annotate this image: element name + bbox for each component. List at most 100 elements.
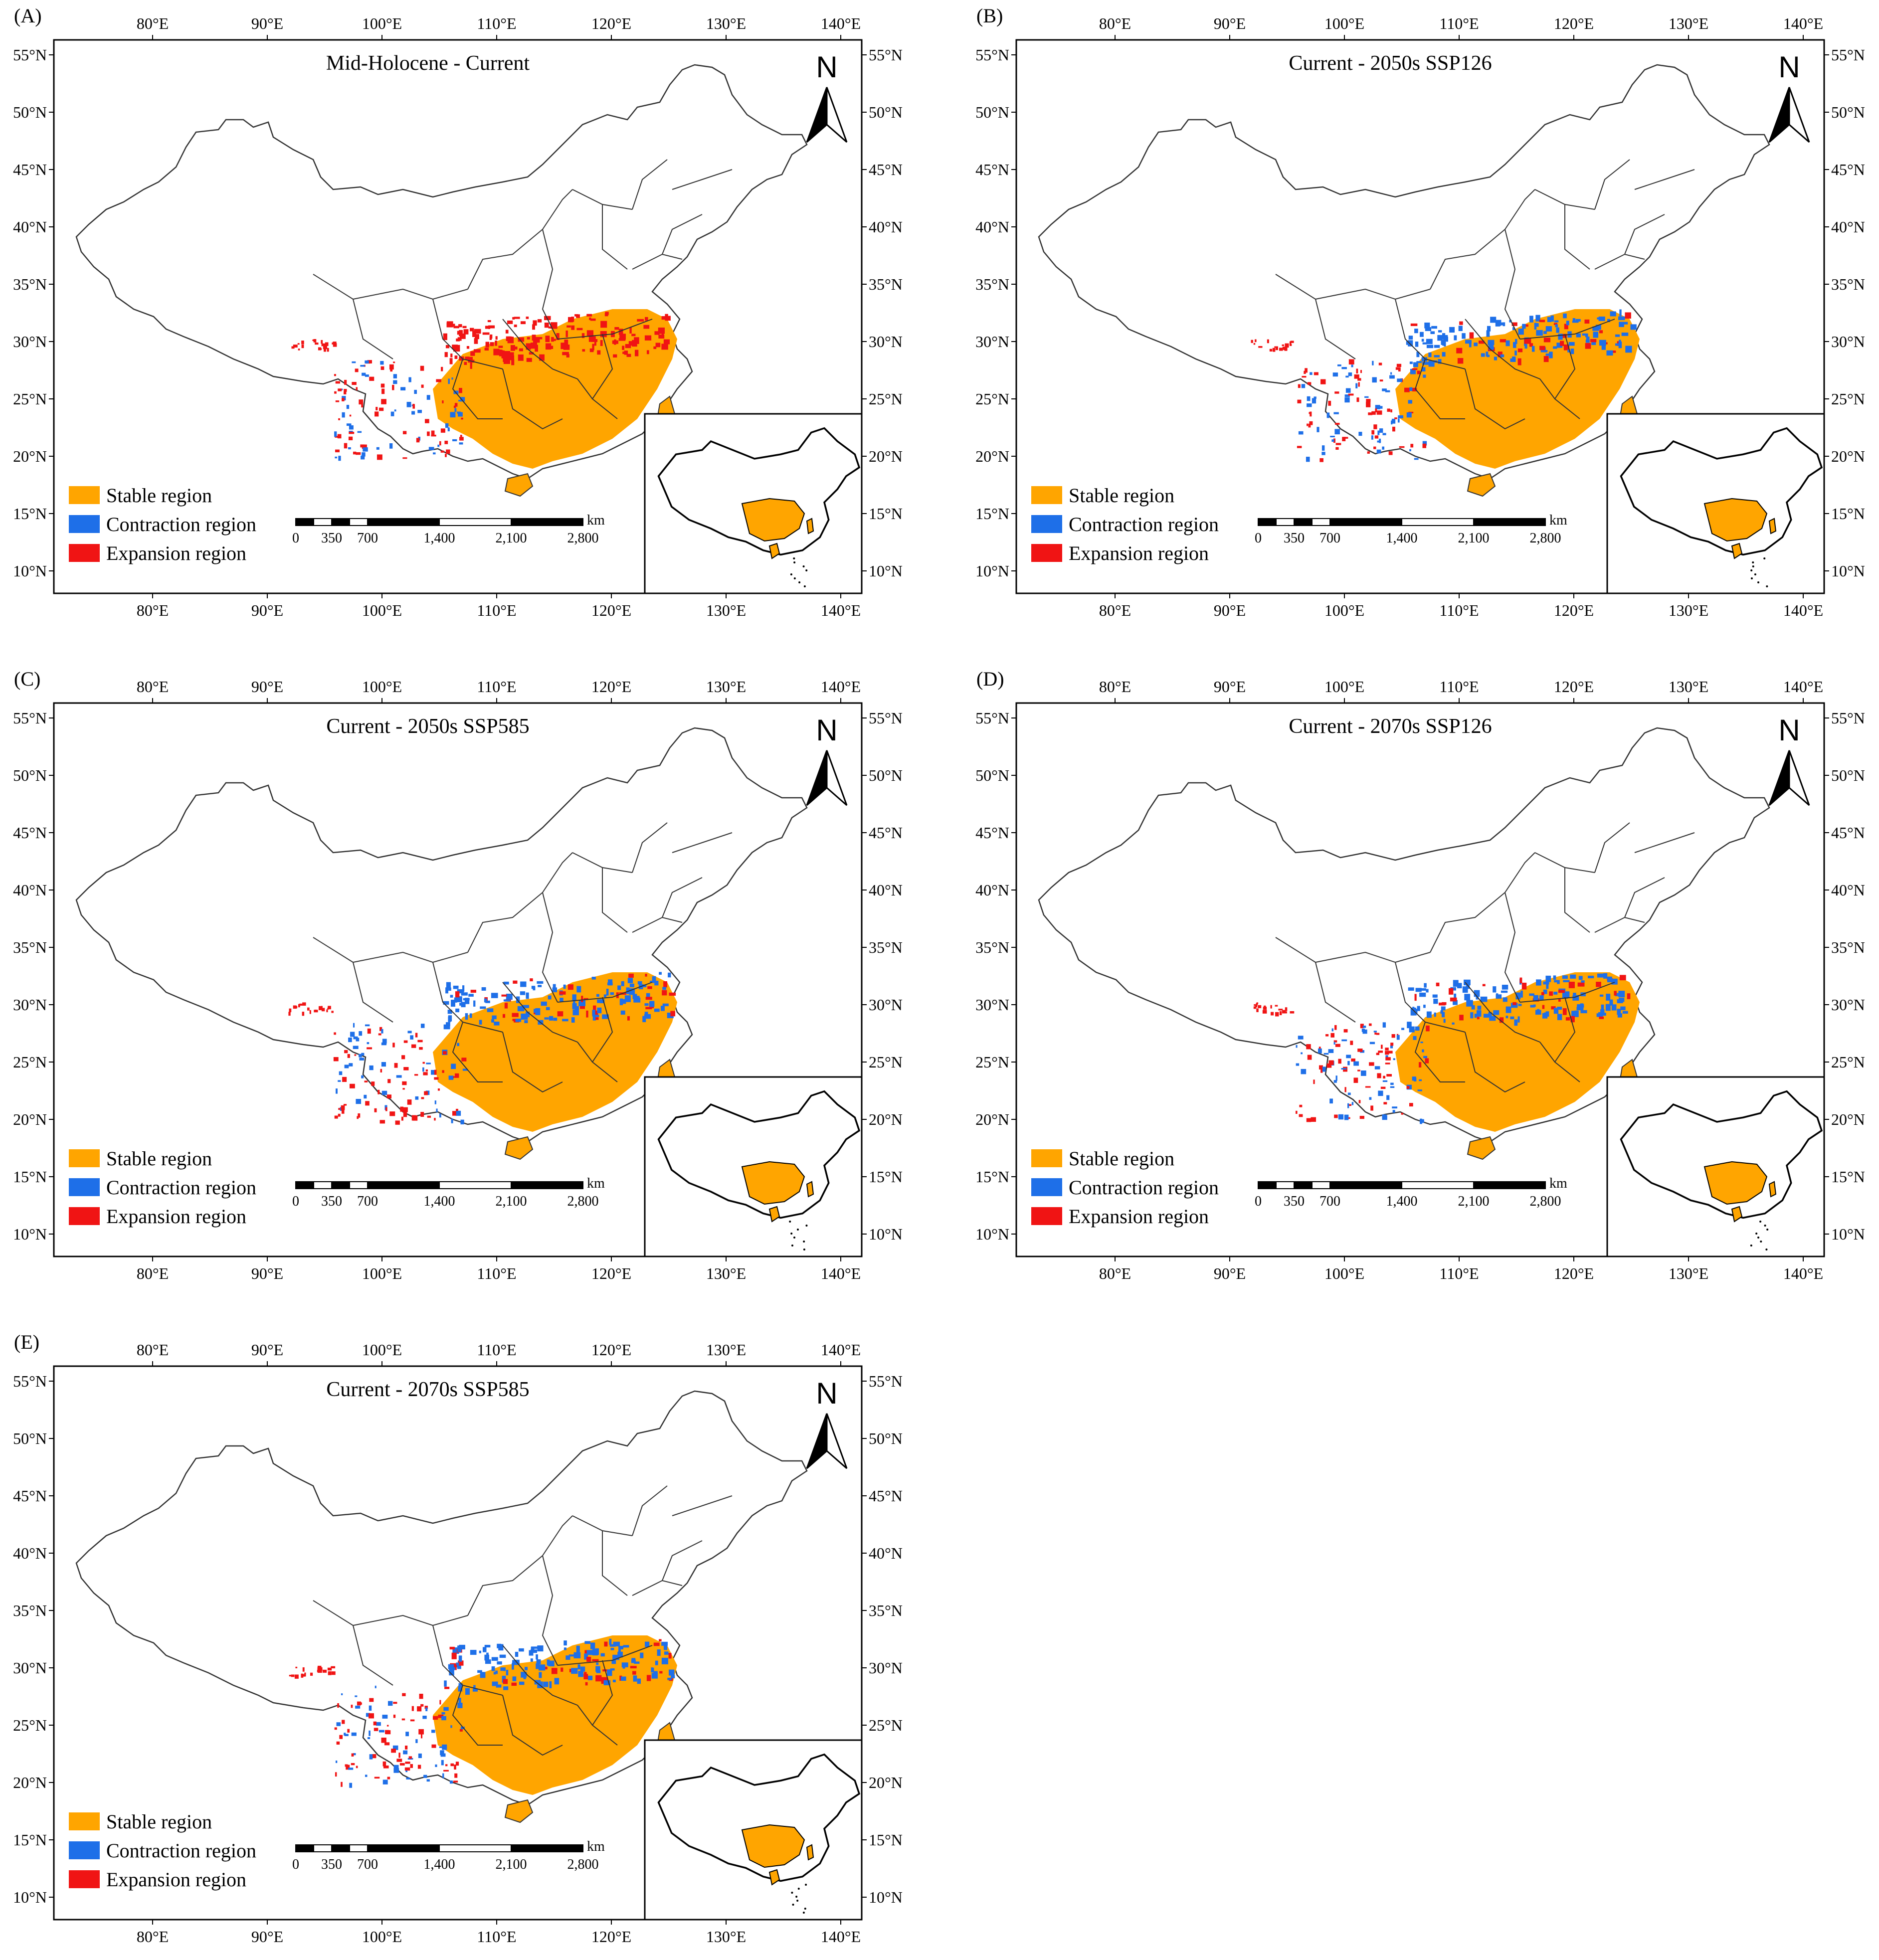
- speckle: [1503, 322, 1505, 327]
- speckle: [349, 1063, 353, 1067]
- speckle: [645, 317, 648, 321]
- speckle: [449, 1646, 455, 1650]
- lat-tick-right: 10°N: [1831, 1225, 1865, 1243]
- lon-tick-bottom: 110°E: [477, 1264, 516, 1282]
- speckle: [402, 1107, 408, 1112]
- speckle: [1450, 997, 1457, 1002]
- speckle: [1398, 415, 1404, 419]
- speckle: [1494, 356, 1498, 360]
- inset-map: [644, 413, 863, 594]
- lon-tick-bottom: 130°E: [1669, 601, 1708, 619]
- speckle: [662, 990, 667, 996]
- speckle: [335, 1772, 337, 1777]
- speckle: [1619, 322, 1624, 327]
- speckle: [1560, 341, 1564, 346]
- speckle: [447, 1010, 452, 1014]
- speckle: [395, 1120, 400, 1125]
- speckle: [1305, 368, 1308, 373]
- change-speckles: [289, 1638, 675, 1788]
- speckle: [1346, 1055, 1351, 1059]
- speckle: [1570, 349, 1574, 355]
- scale-label: 350: [321, 1857, 342, 1872]
- speckle: [403, 1111, 407, 1117]
- speckle: [1436, 982, 1440, 987]
- speckle: [1609, 999, 1613, 1006]
- speckle: [1335, 1075, 1337, 1081]
- speckle: [1520, 990, 1523, 998]
- speckle: [548, 995, 552, 1000]
- lat-tick-left: 50°N: [13, 766, 47, 784]
- scale-label: 700: [1319, 531, 1340, 546]
- scale-segment: [1473, 518, 1546, 526]
- speckle: [400, 387, 406, 391]
- speckle: [594, 1015, 599, 1017]
- speckle: [526, 357, 532, 362]
- speckle: [459, 1003, 463, 1006]
- speckle: [498, 346, 503, 348]
- speckle: [460, 1726, 465, 1730]
- speckle: [1421, 367, 1426, 371]
- speckle: [1344, 394, 1350, 397]
- speckle: [1615, 343, 1621, 346]
- speckle: [468, 994, 474, 997]
- speckle: [1320, 1069, 1323, 1073]
- speckle: [607, 982, 613, 986]
- speckle: [632, 1671, 636, 1675]
- speckle: [1572, 321, 1579, 323]
- speckle: [365, 374, 369, 377]
- lat-tick-left: 40°N: [13, 881, 47, 899]
- north-label: N: [1778, 50, 1800, 84]
- speckle: [423, 1072, 428, 1075]
- speckle: [1387, 1051, 1393, 1054]
- speckle: [1416, 361, 1422, 363]
- speckle: [492, 1015, 497, 1020]
- speckle: [1365, 1086, 1371, 1088]
- scale-segment: [1276, 1181, 1295, 1189]
- speckle: [1348, 372, 1352, 376]
- speckle: [572, 1009, 579, 1016]
- lat-tick-right: 50°N: [1831, 766, 1865, 784]
- speckle: [597, 999, 603, 1003]
- speckle: [1543, 331, 1547, 334]
- speckle: [1448, 988, 1454, 995]
- speckle: [1378, 406, 1383, 409]
- speckle: [1333, 1080, 1337, 1083]
- speckle: [1555, 324, 1558, 328]
- inset-island: [793, 561, 796, 563]
- inset-map: [644, 1076, 863, 1257]
- speckle: [289, 1675, 291, 1677]
- lon-tick-bottom: 110°E: [477, 601, 516, 619]
- speckle: [335, 436, 340, 438]
- speckle: [338, 456, 341, 461]
- speckle: [578, 1000, 586, 1006]
- speckle: [1500, 339, 1506, 343]
- speckle: [667, 1013, 674, 1019]
- speckle: [485, 342, 490, 348]
- speckle: [387, 1079, 391, 1083]
- speckle: [462, 985, 465, 992]
- speckle: [1415, 988, 1422, 992]
- speckle: [1322, 1067, 1326, 1072]
- speckle: [1512, 342, 1516, 348]
- speckle: [659, 1671, 663, 1674]
- lat-tick-right: 35°N: [1831, 938, 1865, 956]
- speckle: [1514, 1019, 1518, 1026]
- speckle: [1414, 329, 1418, 334]
- speckle: [1353, 1061, 1359, 1066]
- inset-island: [1750, 1245, 1752, 1247]
- speckle: [402, 1081, 407, 1085]
- speckle: [472, 1689, 478, 1692]
- speckle: [612, 1654, 620, 1660]
- speckle: [321, 1008, 325, 1012]
- speckle: [1298, 384, 1301, 388]
- speckle: [1462, 333, 1466, 339]
- speckle: [564, 1647, 566, 1650]
- speckle: [384, 1742, 390, 1746]
- speckle: [592, 344, 594, 351]
- speckle: [530, 978, 533, 982]
- speckle: [369, 1730, 371, 1736]
- speckle: [337, 434, 342, 439]
- lon-tick-bottom: 120°E: [591, 601, 631, 619]
- speckle: [1498, 352, 1503, 357]
